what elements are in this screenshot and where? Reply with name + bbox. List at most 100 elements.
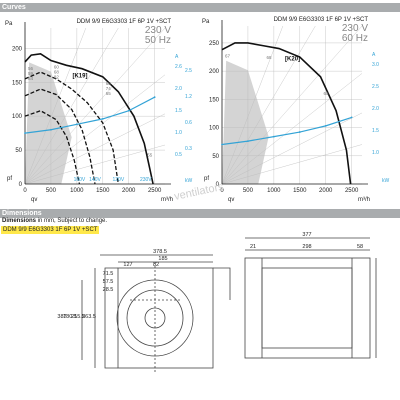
chart1-right-axis-label-2: 0.3 — [185, 146, 192, 152]
chart2-y-tick-label: 200 — [209, 69, 220, 75]
chart1-speed-label: 120V — [112, 177, 124, 183]
chart2-series-1-point — [350, 116, 353, 119]
chart1-series-4-point — [127, 109, 130, 112]
chart1-x-tick-label: 0 — [23, 188, 27, 194]
chart1-x-sub: qv — [31, 197, 37, 203]
chart1-system-curve — [24, 27, 166, 185]
chart1-right-axis-label: 1.0 — [175, 130, 182, 136]
chart2-system-curve — [221, 25, 363, 185]
chart2-series-label: [K20] — [285, 57, 300, 63]
chart2-system-curve — [221, 73, 363, 185]
chart1-y-tick-label: 0 — [19, 182, 23, 188]
dimension-labels: 378.5 185 127 82 71.5 57.5 28.5 263.5 21… — [57, 232, 363, 320]
chart2-x-tick-label: 500 — [243, 188, 254, 194]
chart1-frequency: 50 Hz — [145, 35, 171, 46]
chart1-right-axis-label: 2.0 — [175, 86, 182, 92]
fan-side-outline — [244, 257, 371, 359]
chart1-right-axis-label: 1.5 — [175, 108, 182, 114]
chart2-x-tick-label: 1000 — [267, 188, 281, 194]
chart1-y-tick-label: 150 — [12, 80, 23, 86]
chart1-speed-label: 160V — [74, 177, 86, 183]
chart2-series-1-point — [272, 135, 275, 138]
chart1-curve-label: 56 — [28, 66, 34, 71]
chart2-y-tick-label: 0 — [216, 182, 220, 188]
chart1-series-0 — [24, 52, 154, 185]
dim-377: 377 — [302, 232, 311, 238]
dim-71-5: 71.5 — [103, 271, 114, 277]
chart1-curve-label: 82 — [54, 75, 60, 80]
fan-front-view — [81, 254, 231, 372]
chart2-x-tick-label: 0 — [220, 188, 224, 194]
chart2-series-1-point — [298, 131, 301, 133]
dimensions-section-header: Dimensions — [0, 209, 400, 218]
chart1-system-curve — [24, 144, 166, 185]
chart1-series-4-point — [50, 128, 52, 131]
chart2-system-curve — [221, 25, 284, 185]
chart2-curve-label: 68 — [266, 55, 272, 60]
chart1-x-tick-label: 1000 — [70, 188, 84, 194]
chart1-x-unit: m³/h — [161, 197, 173, 203]
chart2-x-tick-label: 2500 — [345, 188, 359, 194]
chart1-series-4 — [24, 96, 155, 134]
chart1-curve-label: 68 — [54, 70, 60, 75]
chart1-series-1 — [24, 71, 119, 185]
dimensions-note-bold: Dimensions — [2, 218, 37, 224]
dim-58: 58 — [357, 244, 363, 250]
dim-57-5: 57.5 — [103, 279, 114, 285]
chart1-voltage: 230 V — [145, 25, 171, 36]
chart1-curve-label: 60 — [54, 65, 60, 70]
chart2-y-tick-label: 100 — [209, 126, 220, 132]
chart2-system-curve — [221, 112, 363, 185]
chart1-right-axis-label-2: 0.6 — [185, 120, 192, 126]
chart2-title: DDM 9/9 E6G3303 1F 6P 1V +SCT — [274, 17, 369, 23]
chart1-y-tick-label: 200 — [12, 46, 23, 52]
chart1-x-tick-label: 500 — [46, 188, 57, 194]
chart2-right-axis-label: 2.0 — [372, 106, 379, 112]
chart2-curve-label: 67 — [225, 54, 231, 59]
chart1-series-2 — [24, 88, 96, 185]
chart2-x-sub: qv — [228, 197, 234, 203]
chart2-right-axis-unit-2: kW — [382, 178, 390, 184]
dim-180-5: 180.5 — [63, 314, 77, 320]
flange-left — [104, 267, 118, 369]
chart1-series-4-point — [75, 123, 78, 126]
chart2-system-curve — [221, 144, 363, 185]
chart1-series-4-point — [101, 117, 104, 120]
fan-side-inner — [261, 267, 353, 349]
chart1-system-curve — [24, 74, 166, 185]
dimensions-title: Dimensions — [2, 210, 42, 217]
chart1-speed-label: 230V — [140, 177, 152, 183]
chart2-y-unit: Pa — [202, 19, 210, 25]
dim-127: 127 — [123, 262, 132, 268]
dim-185: 185 — [158, 256, 167, 262]
dimensions-note: Dimensions in mm, Subject to change. — [2, 218, 107, 224]
dim-378-5: 378.5 — [153, 249, 167, 255]
dim-215-5: 215.5 — [71, 314, 85, 320]
chart2-system-curve — [221, 25, 316, 185]
dimensions-note-text: in mm, Subject to change. — [36, 218, 108, 224]
chart1-system-curve — [24, 113, 166, 185]
dim-298: 298 — [302, 244, 311, 250]
chart2-frequency: 60 Hz — [342, 33, 368, 44]
chart1-right-axis-label-2: 1.2 — [185, 94, 192, 100]
chart1-curve-label: 74 — [106, 86, 112, 91]
curves-title: Curves — [2, 4, 26, 11]
chart2-right-axis-label: 3.0 — [372, 62, 379, 68]
dim-21: 21 — [250, 244, 256, 250]
chart1-right-axis-label-2: 2.5 — [185, 68, 192, 74]
chart2-y-tick-label: 250 — [209, 41, 220, 47]
chart2-y-tick-label: 150 — [209, 97, 220, 103]
chart2-right-axis-unit: A — [372, 52, 376, 58]
chart2-series-1-point — [324, 124, 327, 127]
chart2-right-axis-label: 1.0 — [372, 150, 379, 156]
dim-28-5: 28.5 — [103, 287, 114, 293]
chart2-x-tick-label: 1500 — [293, 188, 307, 194]
chart1-system-curve — [24, 27, 119, 185]
chart1-curve-label: 65 — [106, 91, 112, 96]
chart2-curve-label: 65 — [324, 91, 330, 96]
chart1-right-axis-label: 0.5 — [175, 152, 182, 158]
chart1-x-tick-label: 1500 — [96, 188, 110, 194]
curves-section-header: Curves — [0, 3, 400, 12]
